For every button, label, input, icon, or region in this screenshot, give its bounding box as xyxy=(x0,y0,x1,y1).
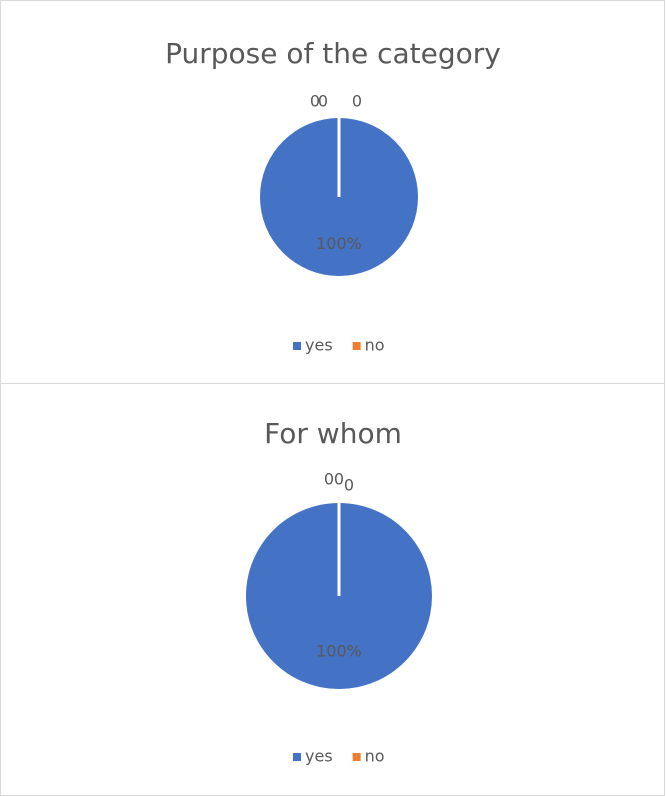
data-label: 100% xyxy=(316,641,362,660)
legend-swatch xyxy=(293,753,301,761)
legend-label: no xyxy=(365,747,385,766)
data-label: 0 xyxy=(344,476,354,495)
legend-swatch xyxy=(293,342,301,350)
legend-label: yes xyxy=(305,747,333,766)
chart-title: For whom xyxy=(264,417,402,450)
legend-label: no xyxy=(365,336,385,355)
data-label: 100% xyxy=(316,234,362,253)
data-label: 0 xyxy=(324,470,334,489)
data-label: 0 xyxy=(352,92,362,111)
data-label: 0 xyxy=(318,92,328,111)
data-label: 0 xyxy=(334,470,344,489)
data-label: 0 xyxy=(310,92,320,111)
legend-swatch xyxy=(352,342,361,350)
legend-swatch xyxy=(352,753,361,761)
chart-title: Purpose of the category xyxy=(165,37,501,70)
legend-label: yes xyxy=(305,336,333,355)
